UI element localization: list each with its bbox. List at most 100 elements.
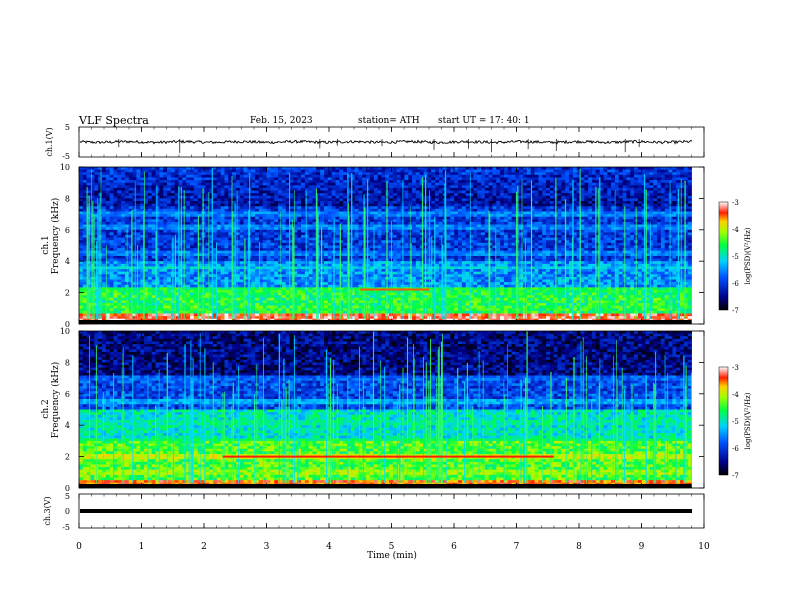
spectrogram-cell	[125, 204, 129, 207]
spectrogram-cell	[274, 238, 278, 241]
spectrogram-cell	[198, 185, 202, 188]
spectrogram-cell	[90, 180, 94, 183]
spectrogram-cell	[393, 206, 397, 209]
spectrogram-cell	[301, 206, 305, 209]
spectrogram-cell	[588, 193, 592, 196]
spectrogram-cell	[320, 243, 324, 246]
spectrogram-cell	[102, 230, 106, 233]
spectrogram-cell	[156, 217, 160, 220]
spectrogram-cell	[527, 204, 531, 207]
spectrogram-cell	[255, 235, 259, 238]
spectrogram-cell	[565, 180, 569, 183]
spectrogram-cell	[642, 170, 646, 173]
spectrogram-cell	[309, 167, 313, 170]
spectrogram-cell	[477, 204, 481, 207]
spectrogram-cell	[140, 183, 144, 186]
spectrogram-cell	[358, 204, 362, 207]
spectrogram-cell	[584, 201, 588, 204]
spectrogram-cell	[274, 219, 278, 222]
spectrogram-cell	[274, 227, 278, 230]
spectrogram-cell	[79, 238, 83, 241]
spectrogram-cell	[389, 180, 393, 183]
spectrogram-cell	[270, 191, 274, 194]
spectrogram-cell	[87, 177, 91, 180]
spectrogram-cell	[240, 180, 244, 183]
spectrogram-cell	[546, 230, 550, 233]
spectrogram-cell	[335, 230, 339, 233]
spectrogram-cell	[136, 240, 140, 243]
spectrogram-cell	[186, 188, 190, 191]
spectrogram-cell	[309, 193, 313, 196]
spectrogram-cell	[117, 235, 121, 238]
spectrogram-cell	[378, 180, 382, 183]
spectrogram-cell	[473, 183, 477, 186]
spectrogram-cell	[90, 172, 94, 175]
spectrogram-cell	[274, 246, 278, 249]
spectrogram-cell	[485, 225, 489, 228]
spectrogram-cell	[213, 196, 217, 199]
spectrogram-cell	[580, 230, 584, 233]
spectrogram-cell	[83, 188, 87, 191]
spectrogram-cell	[588, 246, 592, 249]
spectrogram-cell	[626, 188, 630, 191]
spectrogram-cell	[328, 183, 332, 186]
spectrogram-cell	[653, 180, 657, 183]
spectrogram-cell	[278, 243, 282, 246]
spectrogram-cell	[110, 183, 114, 186]
spectrogram-cell	[508, 177, 512, 180]
spectrogram-cell	[102, 227, 106, 230]
spectrogram-cell	[661, 227, 665, 230]
spectrogram-cell	[136, 172, 140, 175]
spectrogram-cell	[431, 198, 435, 201]
spectrogram-cell	[492, 222, 496, 225]
spectrogram-cell	[106, 222, 110, 225]
spectrogram-cell	[481, 238, 485, 241]
spectrogram-cell	[672, 177, 676, 180]
spectrogram-cell	[320, 225, 324, 228]
spectrogram-cell	[642, 167, 646, 170]
spectrogram-cell	[462, 198, 466, 201]
spectrogram-cell	[603, 170, 607, 173]
spectrogram-cell	[485, 196, 489, 199]
spectrogram-cell	[381, 175, 385, 178]
spectrogram-cell	[420, 201, 424, 204]
spectrogram-cell	[611, 170, 615, 173]
spectrogram-cell	[615, 180, 619, 183]
spectrogram-cell	[236, 191, 240, 194]
spectrogram-cell	[688, 214, 692, 217]
spectrogram-cell	[133, 170, 137, 173]
spectrogram-cell	[224, 201, 228, 204]
spectrogram-cell	[435, 204, 439, 207]
spectrogram-cell	[190, 217, 194, 220]
spectrogram-cell	[305, 204, 309, 207]
spectrogram-cell	[259, 217, 263, 220]
spectrogram-cell	[630, 206, 634, 209]
spectrogram-cell	[290, 211, 294, 214]
spectrogram-cell	[462, 175, 466, 178]
spectrogram-cell	[496, 225, 500, 228]
spectrogram-cell	[343, 206, 347, 209]
spectrogram-cell	[680, 183, 684, 186]
spectrogram-cell	[500, 170, 504, 173]
spectrogram-cell	[221, 172, 225, 175]
spectrogram-cell	[381, 183, 385, 186]
spectrogram-cell	[454, 227, 458, 230]
spectrogram-cell	[106, 201, 110, 204]
spectrogram-cell	[251, 183, 255, 186]
spectrogram-cell	[358, 206, 362, 209]
spectrogram-cell	[435, 177, 439, 180]
spectrogram-cell	[167, 214, 171, 217]
spectrogram-cell	[240, 227, 244, 230]
spectrogram-cell	[661, 188, 665, 191]
spectrogram-cell	[669, 170, 673, 173]
spectrogram-cell	[439, 170, 443, 173]
spectrogram-cell	[630, 204, 634, 207]
spectrogram-cell	[454, 217, 458, 220]
spectrogram-cell	[121, 240, 125, 243]
spectrogram-cell	[190, 191, 194, 194]
spectrogram-cell	[94, 235, 98, 238]
spectrogram-cell	[374, 193, 378, 196]
spectrogram-cell	[688, 183, 692, 186]
spectrogram-cell	[504, 246, 508, 249]
spectrogram-cell	[205, 183, 209, 186]
